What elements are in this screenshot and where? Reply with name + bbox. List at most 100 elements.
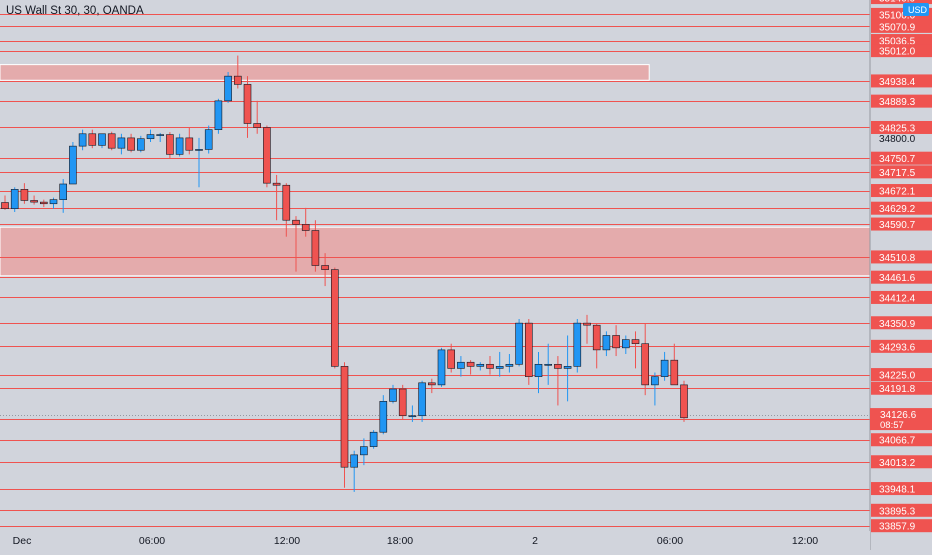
currency-badge[interactable] (903, 3, 929, 16)
candle-down (340, 366, 349, 468)
candles-layer (1, 55, 688, 492)
price-tick-label: 33948.1 (879, 485, 916, 496)
time-axis[interactable]: Dec 06:00 12:00 18:00 2 06:00 12:00 (0, 531, 870, 550)
candle-down (486, 363, 494, 369)
countdown-label: 08:57 (880, 420, 904, 431)
price-tick-label: 35070.9 (879, 22, 916, 33)
candle-down (583, 322, 591, 326)
price-level-tag (871, 381, 932, 395)
price-level-tag (871, 151, 932, 165)
price-tick-label: 34191.8 (879, 384, 916, 395)
candle-up (505, 363, 514, 367)
time-tick-label: 06:00 (657, 535, 683, 547)
price-tick-label: 34293.6 (879, 342, 916, 353)
candle-up (544, 363, 553, 366)
candle-up (146, 134, 155, 140)
candle-down (330, 269, 339, 367)
candle-up (10, 189, 19, 209)
price-level-tag (871, 250, 932, 264)
price-level-tag (871, 433, 932, 447)
candle-down (166, 134, 174, 155)
candle-up (224, 75, 232, 102)
candle-up (457, 361, 465, 369)
candle-down (554, 363, 562, 369)
candle-down (39, 201, 48, 205)
candle-down (243, 84, 252, 124)
candle-up (78, 133, 87, 147)
candle-down (592, 324, 601, 351)
candle-down (447, 349, 456, 369)
candle-up (59, 183, 68, 200)
levels-layer (0, 14, 870, 527)
time-axis-background (0, 531, 870, 550)
candle-up (98, 133, 106, 146)
price-level-tag (871, 339, 932, 353)
time-tick-label: 12:00 (792, 535, 818, 547)
price-level-tag (871, 0, 932, 5)
candle-up (49, 199, 58, 205)
candle-down (641, 343, 650, 386)
price-level-tag (871, 19, 932, 33)
price-tick-label: 34013.2 (879, 458, 916, 469)
candle-up (137, 138, 145, 151)
price-level-tag (871, 165, 932, 179)
candle-down (253, 123, 261, 128)
candle-up (476, 363, 485, 367)
price-tick-label: 34825.3 (879, 123, 916, 134)
candle-up (418, 382, 426, 417)
candle-up (379, 401, 388, 433)
candle-up (495, 366, 504, 369)
price-level-tag (871, 290, 932, 304)
candle-down (398, 388, 407, 417)
candle-down (88, 133, 97, 146)
time-tick-label: 12:00 (274, 535, 300, 547)
price-level-tag (871, 94, 932, 108)
candle-up (369, 431, 378, 447)
price-tick-label: 34629.2 (879, 204, 916, 215)
candle-up (534, 363, 543, 377)
price-tick-label: 35100.0 (879, 10, 916, 21)
price-level-tag (871, 270, 932, 284)
candle-down (185, 137, 194, 151)
price-tick-label: 34510.8 (879, 253, 916, 264)
candle-up (651, 376, 659, 386)
candle-up (175, 137, 184, 155)
candle-down (282, 184, 291, 221)
currency-label: USD (908, 5, 928, 15)
time-tick-label: Dec (13, 535, 32, 547)
price-tick-label: 35140.9 (879, 0, 916, 5)
candle-down (234, 75, 242, 85)
price-tick-label: 34672.1 (879, 187, 916, 198)
price-level-tag (871, 368, 932, 382)
chart-title: US Wall St 30, 30, OANDA (6, 5, 144, 17)
candle-down (612, 335, 620, 349)
candle-down (1, 202, 9, 209)
time-tick-label: 18:00 (387, 535, 413, 547)
candle-up (214, 100, 223, 130)
price-tick-label: 33857.9 (879, 522, 916, 533)
price-tick-label: 34412.4 (879, 293, 916, 304)
candle-down (301, 224, 310, 231)
price-tick-label: 34225.0 (879, 371, 916, 382)
candle-up (437, 349, 446, 386)
candle-up (660, 359, 669, 377)
candle-down (292, 219, 300, 225)
price-tick-label: 34350.9 (879, 319, 916, 330)
price-tick-label: 34717.5 (879, 168, 916, 179)
candle-down (466, 361, 475, 367)
candle-down (670, 359, 679, 386)
candle-up (389, 388, 397, 402)
price-level-tag (871, 120, 932, 134)
supply-demand-zone (0, 226, 871, 277)
candle-up (360, 446, 368, 456)
price-level-tag (871, 74, 932, 88)
candle-down (321, 265, 329, 270)
candle-up (195, 149, 203, 151)
candle-up (563, 366, 572, 369)
candle-up (408, 415, 417, 418)
candle-up (621, 339, 630, 349)
candle-down (263, 127, 271, 184)
